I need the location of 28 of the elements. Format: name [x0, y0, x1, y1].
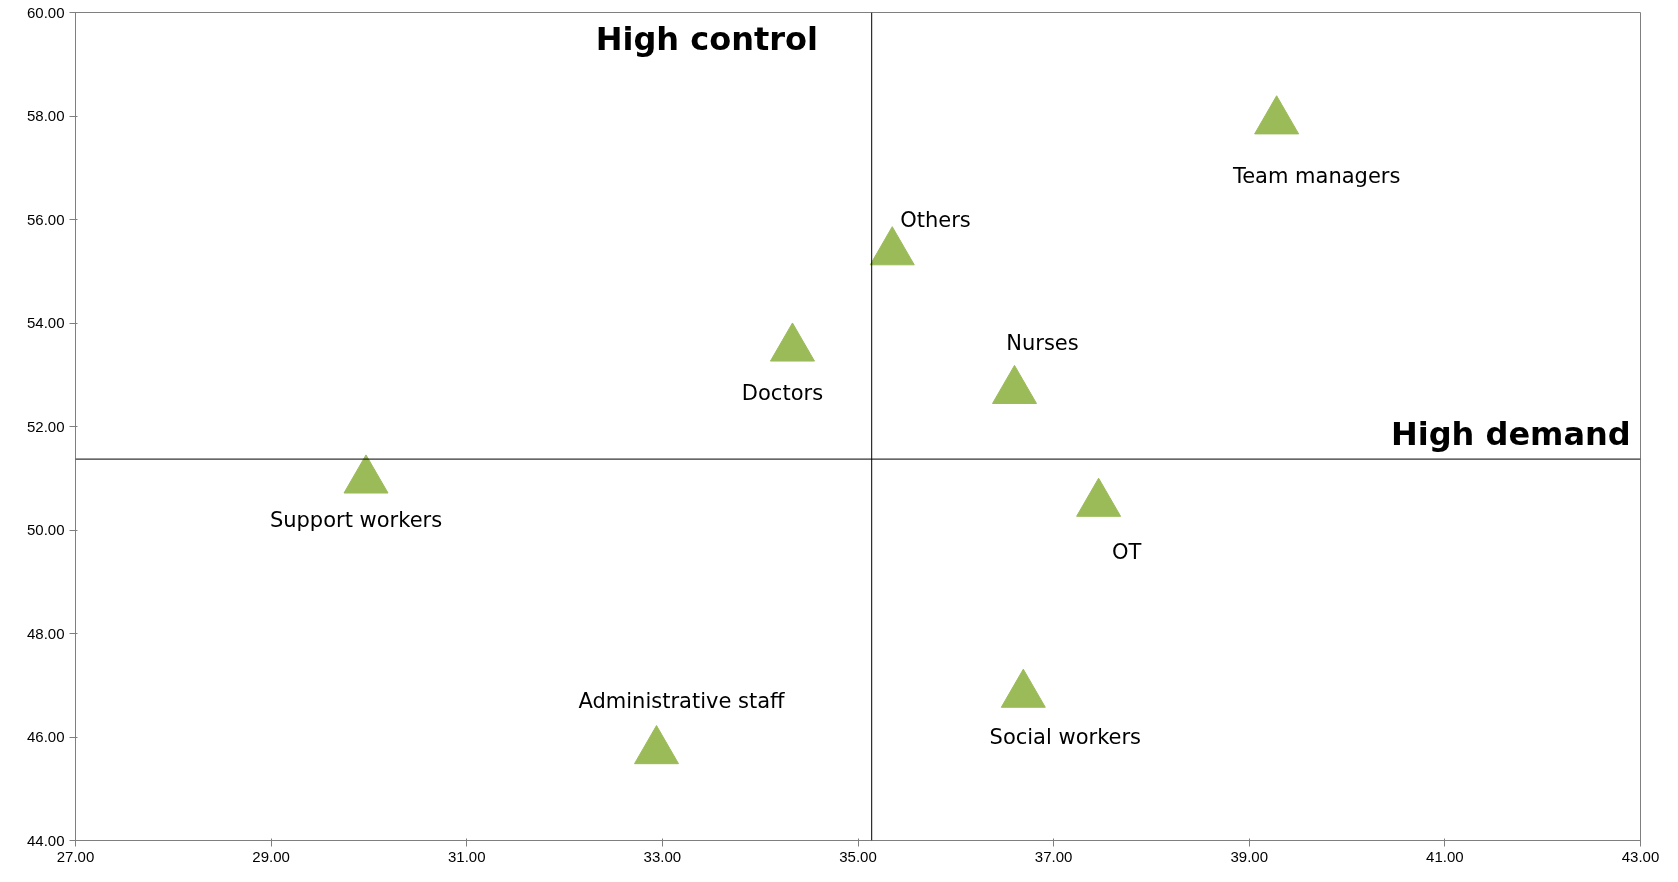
- y-tick-label: 50.00: [26, 521, 65, 538]
- y-tick-label: 44.00: [26, 831, 65, 849]
- x-tick-label: 41.00: [1426, 847, 1464, 865]
- y-tick-label: 52.00: [26, 417, 65, 435]
- data-label: OT: [1111, 539, 1142, 564]
- data-label: Others: [900, 208, 971, 233]
- y-tick-label: 54.00: [26, 314, 65, 331]
- y-tick-label: 56.00: [26, 210, 65, 228]
- x-tick-label: 35.00: [839, 847, 877, 865]
- x-tick-label: 33.00: [643, 847, 682, 865]
- data-label: Nurses: [1006, 330, 1079, 355]
- data-label: Support workers: [269, 508, 443, 533]
- x-tick-label: 31.00: [447, 847, 486, 865]
- data-label: Administrative staff: [578, 688, 786, 713]
- y-tick-label: 58.00: [26, 107, 65, 124]
- annotation: High control: [595, 20, 818, 59]
- x-tick-label: 39.00: [1230, 847, 1269, 865]
- y-tick-label: 48.00: [26, 624, 65, 642]
- x-tick-label: 43.00: [1621, 847, 1660, 865]
- data-label: Social workers: [989, 724, 1142, 749]
- x-tick-label: 27.00: [56, 847, 95, 865]
- y-tick-label: 46.00: [26, 728, 65, 745]
- y-tick-label: 60.00: [26, 3, 65, 21]
- data-label: Doctors: [741, 381, 824, 406]
- x-tick-label: 37.00: [1034, 847, 1073, 865]
- data-label: Team managers: [1231, 164, 1401, 189]
- x-tick-label: 29.00: [252, 847, 290, 865]
- annotation: High demand: [1390, 415, 1631, 454]
